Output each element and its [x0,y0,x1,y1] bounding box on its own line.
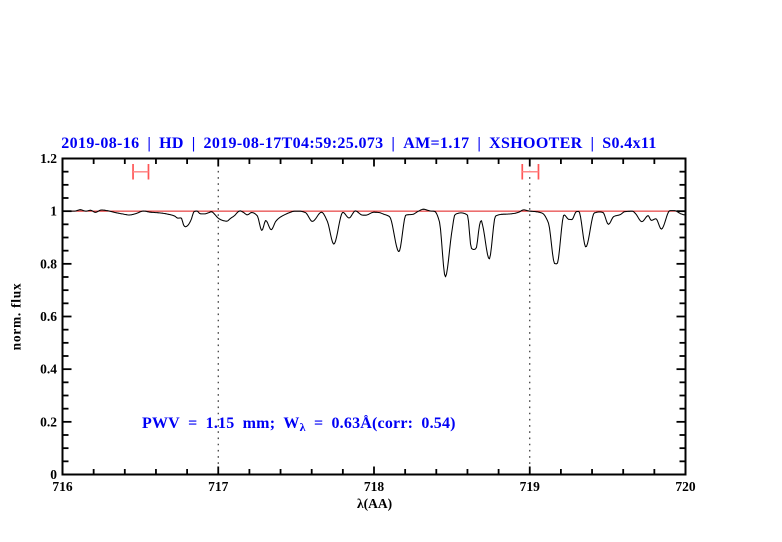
svg-text:0.4: 0.4 [40,362,57,377]
svg-text:1.2: 1.2 [40,151,57,166]
svg-text:norm. flux: norm. flux [9,283,24,351]
svg-text:717: 717 [208,479,229,494]
svg-text:719: 719 [520,479,541,494]
svg-text:1: 1 [50,204,57,219]
svg-text:720: 720 [675,479,696,494]
svg-text:0.8: 0.8 [40,256,57,271]
svg-text:0.6: 0.6 [40,309,57,324]
svg-text:PWV = 1.15 mm; Wλ = 0.63Å(corr: PWV = 1.15 mm; Wλ = 0.63Å(corr: 0.54) [142,414,456,434]
svg-text:λ(AA): λ(AA) [357,496,392,511]
svg-text:718: 718 [364,479,385,494]
svg-text:0.2: 0.2 [40,414,57,429]
svg-text:0: 0 [50,467,57,482]
svg-text:716: 716 [52,479,73,494]
svg-text:2019-08-16 | HD | 2019-08-: 2019-08-16 | HD | 2019-08-17T04:59:25.07… [61,135,656,152]
